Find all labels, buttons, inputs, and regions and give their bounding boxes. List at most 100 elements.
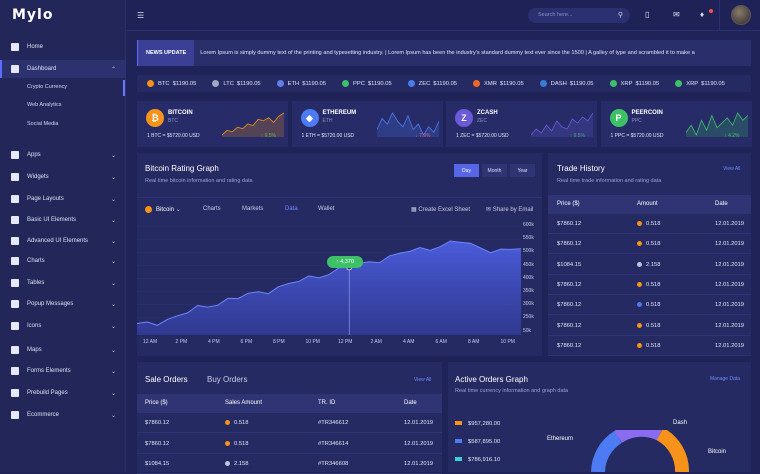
search-input[interactable]: Search here... ⚲ (528, 8, 630, 23)
ticker-item[interactable]: XMR $1190.05 (473, 80, 524, 87)
bitcoin-area-chart[interactable] (137, 220, 521, 335)
coin-price: 1 PPC = $5720.00 USD (610, 133, 664, 139)
arrow-up-icon: ↑ (724, 133, 729, 139)
table-row[interactable]: $7860.12 0.518 12.01.2019 (548, 336, 751, 356)
rating-title: Bitcoin Rating Graph (145, 164, 219, 173)
table-row[interactable]: $7860.12 0.518 #TR346614 12.01.2019 (137, 434, 442, 454)
menu-toggle-icon[interactable]: ☰ (137, 11, 145, 20)
coin-card-eth[interactable]: ◆ ETHEREUM ETH 1 ETH = $5720.00 USD ↓ 7.9% (291, 101, 443, 147)
share-email-button[interactable]: ✉ Share by Email (486, 206, 533, 213)
orders-view-all-link[interactable]: View All (414, 377, 432, 383)
tab-data[interactable]: Data (285, 206, 298, 212)
app-logo[interactable]: Mylo (12, 7, 54, 23)
manage-data-link[interactable]: Manage Data (710, 376, 741, 382)
tab-wallet[interactable]: Wallet (318, 206, 335, 212)
export-excel-button[interactable]: ▦ Create Excel Sheet (411, 206, 470, 213)
chevron-down-icon: ⌄ (110, 323, 116, 330)
search-icon[interactable]: ⚲ (617, 12, 623, 19)
stats-icon[interactable]: ▯ (645, 10, 650, 19)
sidebar-item-forms-elements[interactable]: Forms Elements ⌄ (0, 362, 126, 380)
order-id: #TR346612 (318, 420, 349, 426)
sidebar-item-icons[interactable]: Icons ⌄ (0, 317, 126, 335)
coin-symbol: ZEC (477, 118, 487, 124)
trade-date: 12.01.2019 (715, 281, 745, 288)
table-row[interactable]: $1084.15 2.158 12.01.2019 (548, 255, 751, 275)
coin-card-btc[interactable]: ₿ BITCOIN BTC 1 BTC = $5720.00 USD ↑ 9.5% (137, 101, 288, 147)
ticker-item[interactable]: PPC $1190.05 (342, 80, 392, 87)
coin-sparkline (376, 112, 439, 137)
sidebar-item-label: Apps (27, 152, 41, 158)
ticker-item[interactable]: LTC $1190.05 (212, 80, 261, 87)
table-row[interactable]: $7860.12 0.518 12.01.2019 (548, 316, 751, 336)
avatar[interactable] (731, 5, 751, 25)
x-tick-label: 2 AM (370, 339, 382, 345)
sidebar-item-apps[interactable]: Apps ⌄ (0, 146, 126, 164)
order-amount: 0.518 (225, 420, 249, 426)
ticker-item[interactable]: XRP $1190.05 (675, 80, 725, 87)
sidebar-item-advanced-ui-elements[interactable]: Advanced UI Elements ⌄ (0, 232, 126, 250)
ticker-item[interactable]: BTC $1190.05 (147, 80, 196, 87)
tab-sale-orders[interactable]: Sale Orders (145, 375, 188, 384)
active-sub-indicator (123, 80, 125, 96)
y-tick-label: 550k (523, 235, 534, 242)
sidebar-item-basic-ui-elements[interactable]: Basic UI Elements ⌄ (0, 211, 126, 229)
table-row[interactable]: $7860.12 0.518 12.01.2019 (548, 214, 751, 234)
ticker-item[interactable]: XRP $1190.05 (609, 80, 659, 87)
trade-date: 12.01.2019 (715, 342, 745, 349)
order-date: 12.01.2019 (404, 461, 434, 467)
coin-price: 1 ETH = $5720.00 USD (301, 133, 355, 139)
sidebar-item-popup-messages[interactable]: Popup Messages ⌄ (0, 295, 126, 313)
donut-segment-dash (614, 430, 662, 443)
order-amount-value: 2.158 (234, 461, 249, 468)
apps-icon (11, 151, 19, 159)
notification-badge (709, 9, 713, 13)
bell-icon[interactable]: ♦ (700, 10, 705, 19)
table-row[interactable]: $7860.12 0.518 12.01.2019 (548, 295, 751, 316)
sidebar-item-prebuild-pages[interactable]: Prebuild Pages ⌄ (0, 384, 126, 402)
table-row[interactable]: $7860.12 0.518 12.01.2019 (548, 234, 751, 255)
sidebar-subitem-crypto-currency[interactable]: Crypto Currency (27, 84, 68, 90)
charts-icon (11, 257, 19, 265)
range-day-button[interactable]: Day (454, 164, 479, 177)
x-tick-label: 10 PM (500, 339, 515, 345)
ltc-icon (212, 80, 220, 87)
active-subtitle: Real time currency information and graph… (455, 388, 569, 394)
sidebar-item-dashboard[interactable]: Dashboard ⌃ (0, 60, 126, 78)
mail-icon[interactable]: ✉ (673, 10, 680, 19)
range-month-button[interactable]: Month (482, 164, 507, 177)
xrp-icon (609, 80, 617, 87)
sidebar-item-tables[interactable]: Tables ⌄ (0, 274, 126, 292)
trade-price: $7860.12 (557, 241, 582, 248)
tab-charts[interactable]: Charts (203, 206, 221, 212)
coin-icon (637, 261, 642, 267)
coin-icon (637, 302, 642, 308)
ticker-item[interactable]: ZEC $1190.05 (407, 80, 457, 87)
sidebar-item-maps[interactable]: Maps ⌄ (0, 341, 126, 359)
sidebar-item-ecommerce[interactable]: Ecommerce ⌄ (0, 406, 126, 424)
order-id: #TR346608 (318, 461, 349, 467)
tab-buy-orders[interactable]: Buy Orders (207, 375, 248, 384)
range-year-button[interactable]: Year (510, 164, 535, 177)
trade-view-all-link[interactable]: View All (723, 166, 741, 172)
sidebar-item-widgets[interactable]: Widgets ⌄ (0, 168, 126, 186)
sidebar-item-label: Home (27, 44, 44, 50)
sidebar-item-page-layouts[interactable]: Page Layouts ⌄ (0, 190, 126, 208)
coin-select[interactable]: Bitcoin ⌄ (145, 206, 181, 213)
legend-swatch (455, 421, 462, 426)
ticker-item[interactable]: ETH $1190.05 (276, 80, 326, 87)
sidebar-item-charts[interactable]: Charts ⌄ (0, 252, 126, 270)
tab-markets[interactable]: Markets (242, 206, 264, 212)
coin-card-ppc[interactable]: P PEERCOIN PPC 1 PPC = $5720.00 USD ↑ 4.2% (600, 101, 752, 147)
table-row[interactable]: $7860.12 0.518 #TR346612 12.01.2019 (137, 413, 442, 433)
sidebar-subitem-social-media[interactable]: Social Media (27, 121, 59, 127)
table-row[interactable]: $1084.15 2.158 #TR346608 12.01.2019 (137, 454, 442, 474)
ticker-price: $1190.05 (569, 80, 594, 87)
table-row[interactable]: $7860.12 0.518 12.01.2019 (548, 275, 751, 295)
coin-card-zec[interactable]: Z ZCASH ZEC 1 ZEC = $5720.00 USD ↑ 9.5% (446, 101, 597, 147)
sidebar-subitem-web-analytics[interactable]: Web Analytics (27, 102, 62, 108)
sidebar-item-label: Advanced UI Elements (27, 238, 89, 244)
sidebar-item-home[interactable]: Home (0, 38, 126, 56)
ticker-item[interactable]: DASH $1190.05 (539, 80, 594, 87)
ticker-price: $1190.05 (367, 80, 392, 87)
sidebar-item-label: Prebuild Pages (27, 390, 68, 396)
